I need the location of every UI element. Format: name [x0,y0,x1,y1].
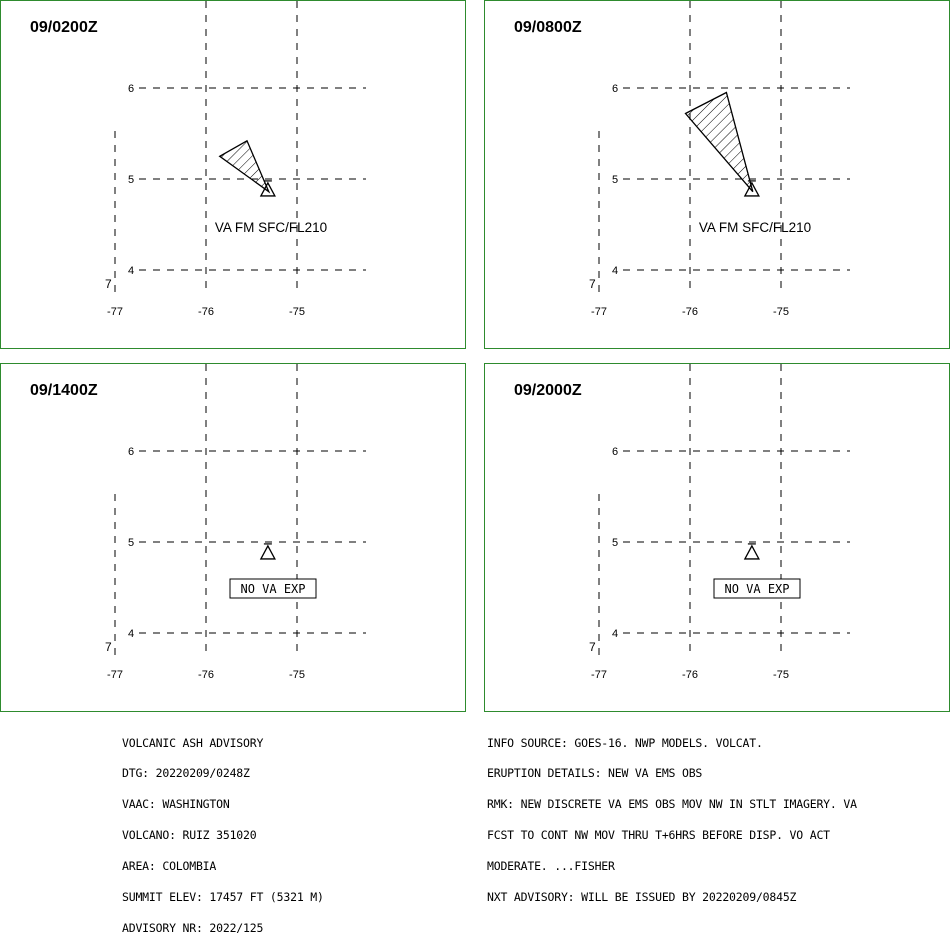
va-level-label: VA FM SFC/FL210 [699,220,811,235]
info-line: INFO SOURCE: GOES-16. NWP MODELS. VOLCAT… [487,735,763,750]
lon-tick-label: -75 [289,306,305,318]
panel-time: 09/0800Z [514,19,582,36]
panel-time: 09/0200Z [30,19,98,36]
map-2: -77 -76 -75 6 5 4 7 NO VA EXP [105,364,366,681]
lon-tick-label: -77 [107,669,123,681]
map-3: -77 -76 -75 6 5 4 7 NO VA EXP [589,364,850,681]
info-line: VOLCANIC ASH ADVISORY [122,735,264,750]
info-line: DTG: 20220209/0248Z [122,766,250,781]
lon-tick-label: -76 [198,306,214,318]
corner-mark: 7 [589,640,596,654]
lat-tick-label: 6 [612,83,618,95]
no-va-exp-label: NO VA EXP [724,582,789,596]
lat-tick-label: 6 [612,446,618,458]
va-level-label: VA FM SFC/FL210 [215,220,327,235]
corner-mark: 7 [589,277,596,291]
info-line: ERUPTION DETAILS: NEW VA EMS OBS [487,766,703,781]
advisory-info-right: INFO SOURCE: GOES-16. NWP MODELS. VOLCAT… [487,717,857,913]
lat-tick-label: 5 [128,537,134,549]
lat-tick-label: 5 [612,174,618,186]
info-line: ADVISORY NR: 2022/125 [122,920,264,935]
volcano-icon [743,180,760,197]
advisory-info-left: VOLCANIC ASH ADVISORY DTG: 20220209/0248… [122,717,324,944]
lat-tick-label: 6 [128,83,134,95]
forecast-panel-0200z: -77 -76 -75 6 5 4 7 VA FM SFC/FL210 09/0200Z [0,0,466,349]
map-1: -77 -76 -75 6 5 4 7 VA FM SFC/FL210 [589,1,850,318]
no-va-exp-box [713,578,801,599]
lat-tick-label: 5 [128,174,134,186]
info-line: NXT ADVISORY: WILL BE ISSUED BY 20220209… [487,890,797,905]
info-line: SUMMIT ELEV: 17457 FT (5321 M) [122,890,324,905]
lat-tick-label: 4 [128,265,134,277]
lat-tick-label: 5 [612,537,618,549]
volcano-icon [259,543,276,560]
info-line: MODERATE. ...FISHER [487,859,615,874]
lat-tick-label: 6 [128,446,134,458]
panel-time: 09/1400Z [30,382,98,399]
lon-tick-label: -77 [591,306,607,318]
volcano-icon [743,543,760,560]
panel-time: 09/2000Z [514,382,582,399]
ash-plume-polygon [218,139,271,194]
no-va-exp-label: NO VA EXP [240,582,305,596]
info-line: RMK: NEW DISCRETE VA EMS OBS MOV NW IN S… [487,797,857,812]
forecast-panel-2000z: -77 -76 -75 6 5 4 7 NO VA EXP 09/2000Z [484,363,950,712]
forecast-panel-1400z: -77 -76 -75 6 5 4 7 NO VA EXP 09/1400Z [0,363,466,712]
lat-tick-label: 4 [612,628,618,640]
no-va-exp-box [229,578,317,599]
forecast-panel-0800z: -77 -76 -75 6 5 4 7 VA FM SFC/FL210 09/0800Z [484,0,950,349]
lon-tick-label: -77 [591,669,607,681]
info-line: AREA: COLOMBIA [122,859,217,874]
lon-tick-label: -77 [107,306,123,318]
lon-tick-label: -75 [289,669,305,681]
lon-tick-label: -75 [773,306,789,318]
map-0: -77 -76 -75 6 5 4 7 VA FM SFC/FL210 [105,1,366,318]
info-line: VAAC: WASHINGTON [122,797,230,812]
volcano-icon [259,180,276,197]
info-line: FCST TO CONT NW MOV THRU T+6HRS BEFORE D… [487,828,830,843]
lon-tick-label: -76 [682,669,698,681]
ash-plume-polygon [684,91,754,193]
corner-mark: 7 [105,640,112,654]
lon-tick-label: -76 [682,306,698,318]
lat-tick-label: 4 [612,265,618,277]
info-line: VOLCANO: RUIZ 351020 [122,828,257,843]
corner-mark: 7 [105,277,112,291]
lat-tick-label: 4 [128,628,134,640]
lon-tick-label: -75 [773,669,789,681]
lon-tick-label: -76 [198,669,214,681]
